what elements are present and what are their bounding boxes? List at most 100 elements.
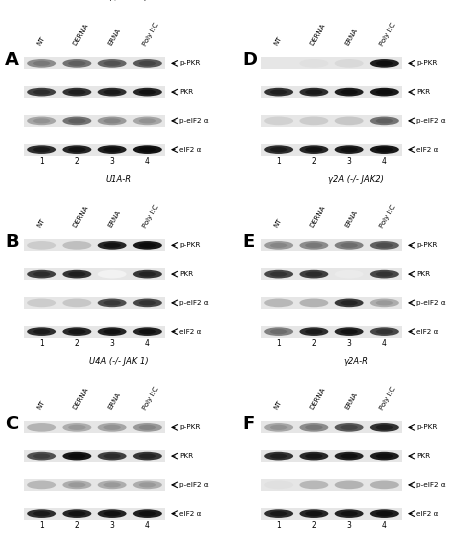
Ellipse shape (63, 241, 91, 250)
Ellipse shape (139, 61, 156, 66)
Ellipse shape (103, 243, 121, 248)
Ellipse shape (376, 425, 393, 430)
Ellipse shape (63, 59, 91, 68)
Text: DERNA: DERNA (72, 205, 89, 229)
Text: p-PKR: p-PKR (179, 242, 201, 248)
Ellipse shape (264, 241, 293, 250)
Ellipse shape (376, 329, 393, 334)
Text: 2: 2 (311, 157, 316, 167)
Text: 3: 3 (109, 157, 115, 167)
Ellipse shape (305, 425, 322, 430)
Bar (24, 86, 165, 98)
Ellipse shape (370, 480, 399, 489)
Ellipse shape (27, 480, 56, 489)
Ellipse shape (27, 509, 56, 518)
Ellipse shape (340, 300, 358, 305)
Ellipse shape (63, 145, 91, 154)
Bar (261, 239, 402, 251)
Text: 1: 1 (276, 521, 281, 530)
Bar (261, 57, 402, 69)
Ellipse shape (264, 327, 293, 336)
Text: ERNA: ERNA (344, 210, 359, 229)
Ellipse shape (370, 299, 399, 307)
Ellipse shape (335, 270, 364, 278)
Ellipse shape (335, 145, 364, 154)
Text: Poly I:C: Poly I:C (142, 22, 160, 47)
Ellipse shape (335, 241, 364, 250)
Ellipse shape (98, 145, 127, 154)
Ellipse shape (340, 425, 358, 430)
Text: DERNA: DERNA (72, 23, 89, 47)
Text: p-PKR: p-PKR (179, 424, 201, 430)
Ellipse shape (300, 327, 328, 336)
Ellipse shape (300, 116, 328, 125)
Ellipse shape (370, 241, 399, 250)
Text: p-PKR: p-PKR (416, 424, 438, 430)
Ellipse shape (305, 511, 322, 516)
Ellipse shape (139, 425, 156, 430)
Text: PKR: PKR (179, 453, 193, 459)
Ellipse shape (33, 61, 50, 66)
Text: A: A (5, 51, 19, 69)
Ellipse shape (68, 454, 85, 459)
Text: 3: 3 (346, 521, 352, 530)
Ellipse shape (270, 511, 287, 516)
Text: 1: 1 (276, 157, 281, 167)
Text: 2: 2 (74, 157, 79, 167)
Text: NT: NT (36, 36, 46, 47)
Text: 3: 3 (109, 521, 115, 530)
Ellipse shape (27, 423, 56, 432)
Ellipse shape (103, 300, 121, 305)
Text: p-eIF2 α: p-eIF2 α (179, 482, 209, 488)
Ellipse shape (370, 452, 399, 460)
Ellipse shape (335, 509, 364, 518)
Bar (261, 479, 402, 491)
Ellipse shape (335, 116, 364, 125)
Bar (24, 297, 165, 309)
Ellipse shape (376, 243, 393, 248)
Text: ERNA: ERNA (107, 27, 122, 47)
Text: Poly I:C: Poly I:C (379, 386, 397, 411)
Text: 4: 4 (382, 157, 387, 167)
Ellipse shape (27, 59, 56, 68)
Ellipse shape (300, 88, 328, 97)
Text: 3: 3 (346, 339, 352, 348)
Bar (24, 144, 165, 156)
Bar (24, 450, 165, 462)
Text: PKR: PKR (416, 271, 430, 277)
Ellipse shape (103, 329, 121, 334)
Ellipse shape (103, 61, 121, 66)
Text: U1A (-/- TYK2): U1A (-/- TYK2) (89, 0, 148, 2)
Ellipse shape (98, 241, 127, 250)
Ellipse shape (103, 511, 121, 516)
Ellipse shape (68, 147, 85, 152)
Bar (24, 239, 165, 251)
Ellipse shape (264, 116, 293, 125)
Ellipse shape (68, 90, 85, 94)
Ellipse shape (300, 59, 328, 68)
Ellipse shape (335, 327, 364, 336)
Ellipse shape (98, 116, 127, 125)
Ellipse shape (68, 329, 85, 334)
Ellipse shape (27, 299, 56, 307)
Text: p-eIF2 α: p-eIF2 α (416, 118, 446, 124)
Ellipse shape (340, 511, 358, 516)
Ellipse shape (300, 270, 328, 278)
Ellipse shape (370, 270, 399, 278)
Ellipse shape (98, 299, 127, 307)
Text: Poly I:C: Poly I:C (142, 386, 160, 411)
Ellipse shape (98, 327, 127, 336)
Text: 2: 2 (311, 521, 316, 530)
Ellipse shape (27, 241, 56, 250)
Ellipse shape (340, 329, 358, 334)
Bar (261, 508, 402, 520)
Ellipse shape (305, 271, 322, 277)
Ellipse shape (305, 90, 322, 94)
Ellipse shape (27, 452, 56, 460)
Bar (261, 86, 402, 98)
Text: eIF2 α: eIF2 α (416, 147, 438, 153)
Ellipse shape (340, 147, 358, 152)
Text: U4A (-/- JAK 1): U4A (-/- JAK 1) (89, 357, 148, 366)
Text: eIF2 α: eIF2 α (416, 329, 438, 335)
Text: PKR: PKR (416, 453, 430, 459)
